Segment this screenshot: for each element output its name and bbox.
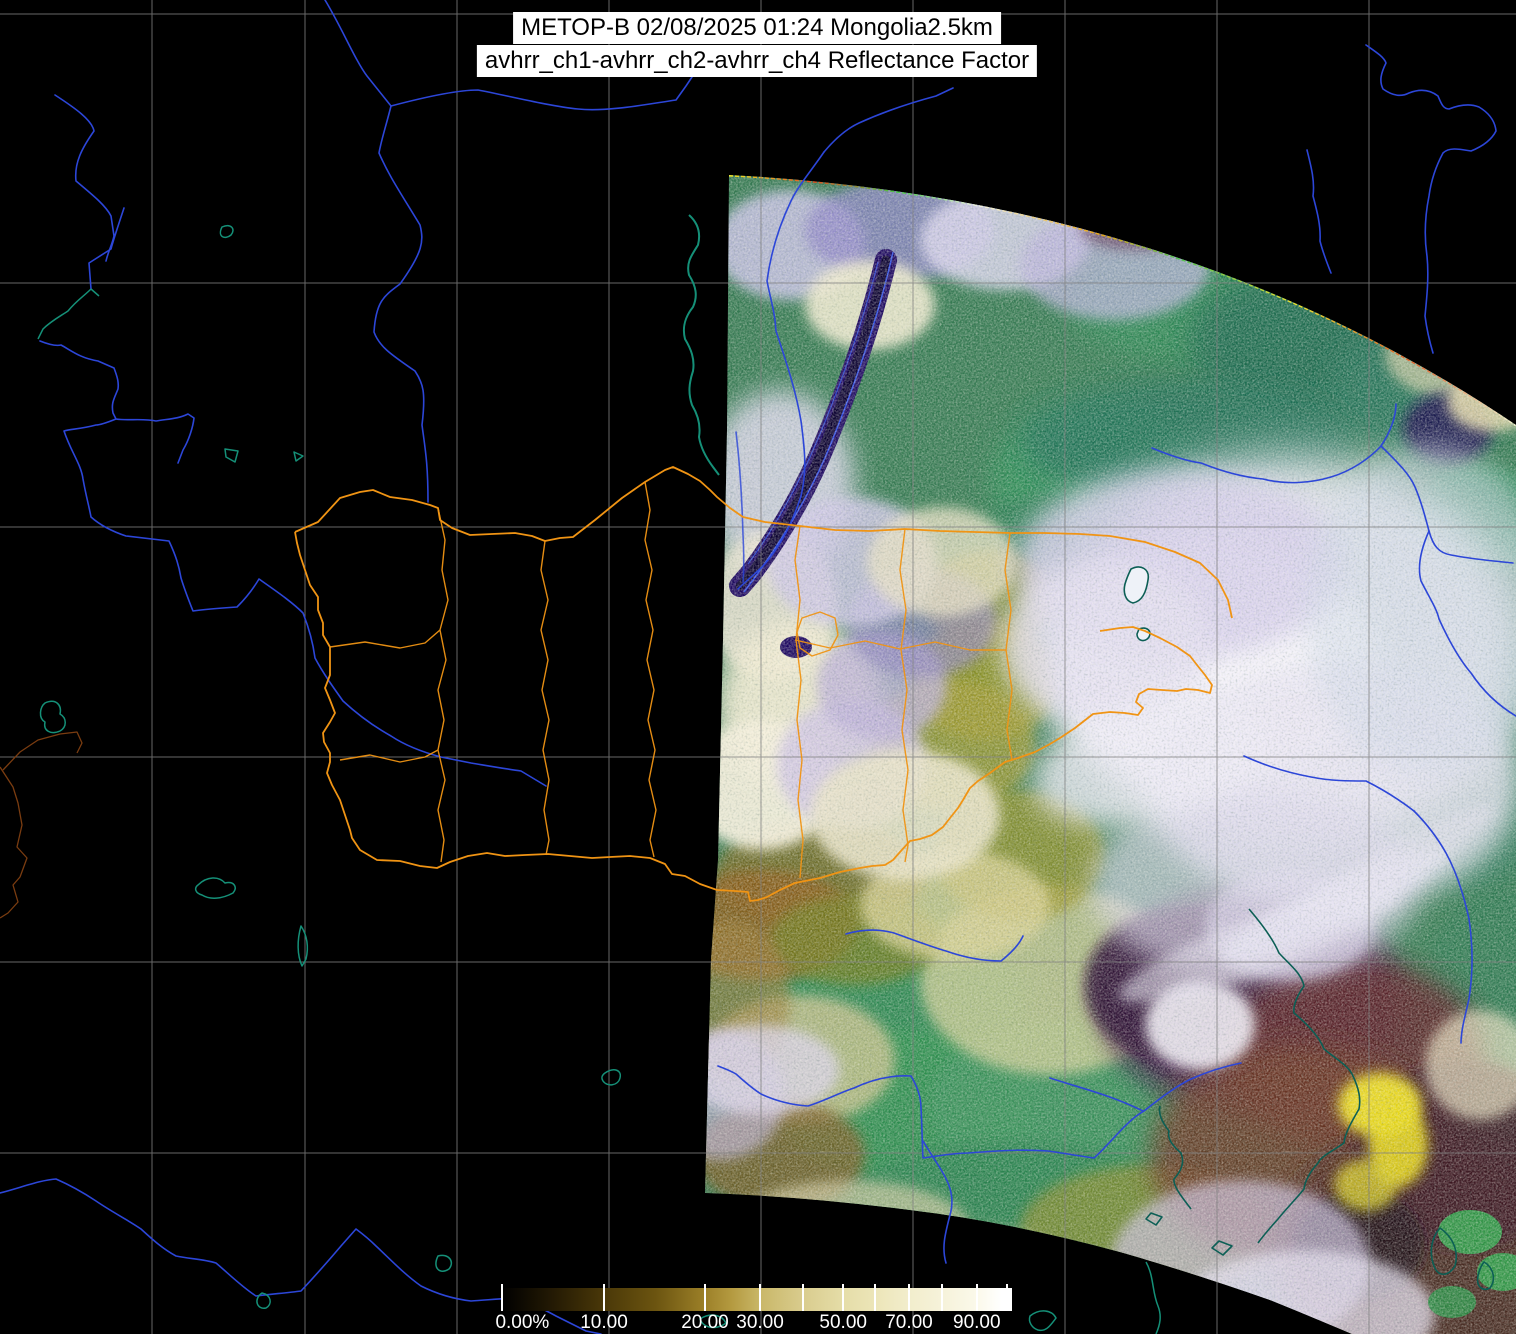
aimag-border: [644, 481, 657, 858]
aimag-border: [899, 528, 909, 863]
river: [1306, 149, 1332, 274]
aimag-border: [540, 540, 550, 856]
river: [1413, 810, 1473, 1044]
colorbar-label: 30.00: [736, 1312, 784, 1333]
lake: [219, 224, 234, 239]
lake: [224, 448, 239, 463]
island-coast: [1430, 1227, 1457, 1276]
river: [1243, 755, 1415, 812]
coast: [1158, 1105, 1192, 1210]
aimag-border: [329, 629, 441, 649]
colorbar-label: 10.00: [580, 1312, 628, 1333]
colorbar-label: 20.00: [681, 1312, 729, 1333]
colorbar-tick: [703, 1284, 706, 1311]
product-title-line1: METOP-B 02/08/2025 01:24 Mongolia2.5km: [513, 12, 1001, 44]
river: [0, 1178, 602, 1334]
lake: [601, 1069, 622, 1086]
river: [922, 1140, 953, 1264]
river: [1151, 403, 1397, 484]
aimag-border: [794, 639, 1006, 651]
colorbar-tick: [501, 1284, 503, 1311]
speckle-dark: [705, 175, 1516, 1334]
lake: [435, 1254, 453, 1272]
river: [845, 929, 1024, 962]
lake: [293, 451, 304, 462]
aimag-border: [796, 611, 839, 657]
coast-squiggle: [1145, 1261, 1161, 1334]
colorbar-tick: [941, 1284, 944, 1311]
river: [88, 207, 125, 290]
colorbar-tick: [873, 1284, 876, 1311]
colorbar-tick: [759, 1284, 762, 1311]
colorbar-tick: [975, 1284, 978, 1311]
country-borders: [0, 466, 1233, 919]
lakes-and-reservoirs: [37, 214, 1161, 1334]
aimag-border: [794, 525, 804, 879]
swath-edge-fringe: [728, 175, 1516, 427]
product-title-line2: avhrr_ch1-avhrr_ch2-avhrr_ch4 Reflectanc…: [476, 45, 1038, 77]
island-coast: [1476, 1261, 1495, 1291]
dim-border: [0, 766, 28, 919]
river: [63, 418, 547, 787]
river: [1418, 530, 1516, 717]
colorbar: [501, 1284, 1012, 1311]
river: [324, 0, 693, 111]
colorbar-label: 50.00: [819, 1312, 867, 1333]
river: [54, 94, 115, 262]
river: [373, 105, 429, 503]
mongolia-north-border: [294, 466, 1233, 619]
river: [1049, 1077, 1144, 1112]
dim-borders: [0, 731, 83, 919]
island: [1145, 1212, 1163, 1226]
colorbar-tick: [1005, 1284, 1008, 1311]
aimag-border: [339, 749, 439, 763]
reservoir: [682, 214, 720, 476]
island: [1211, 1240, 1233, 1256]
colorbar-tick: [907, 1284, 910, 1311]
satellite-swath: [705, 175, 1516, 1334]
colorbar-tick: [801, 1284, 804, 1311]
colorbar-label: 70.00: [885, 1312, 933, 1333]
coastlines: [1123, 566, 1495, 1291]
korea-bohai-coast: [1248, 908, 1361, 1244]
teal-river: [37, 288, 100, 340]
aimag-border: [437, 507, 449, 863]
river: [823, 87, 954, 153]
lake: [194, 877, 236, 899]
colorbar-label: 90.00: [953, 1312, 1001, 1333]
colorbar-tick: [842, 1284, 845, 1311]
river: [1365, 44, 1497, 354]
river: [717, 1062, 1242, 1159]
colorbar-label: 0.00%: [495, 1312, 550, 1333]
mongolia-east-south-west-border: [294, 531, 1213, 902]
lake-khovsgol: [1123, 566, 1150, 604]
river: [735, 431, 745, 583]
lake: [297, 925, 309, 967]
river: [39, 340, 195, 464]
dim-border: [2, 731, 83, 771]
coast-squiggle: [1028, 1310, 1057, 1332]
lake: [39, 700, 66, 734]
lake: [256, 1292, 271, 1309]
colorbar-tick: [603, 1284, 605, 1311]
river: [737, 151, 825, 590]
aimag-borders: [329, 481, 1013, 879]
coast-squiggle: [699, 1314, 727, 1329]
